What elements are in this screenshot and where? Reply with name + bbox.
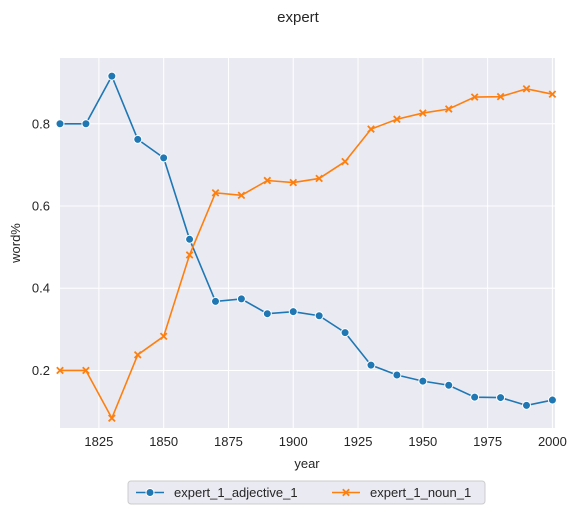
x-axis-label: year [294, 456, 320, 471]
data-point [470, 93, 479, 101]
data-point [159, 153, 169, 163]
data-point [289, 178, 298, 187]
x-tick-labels: 1825 1850 1875 1900 1925 1950 1975 2000 [84, 434, 566, 449]
data-point [133, 134, 143, 144]
data-point [263, 176, 272, 185]
data-point [159, 332, 168, 341]
data-point [496, 393, 506, 403]
data-point [236, 294, 246, 304]
data-point [418, 109, 427, 117]
series-expert_1_adjective_1 [55, 71, 557, 410]
data-point [418, 376, 428, 386]
data-point [367, 125, 375, 133]
legend-label: expert_1_adjective_1 [174, 485, 298, 500]
x-tick-label: 1875 [214, 434, 243, 449]
x-tick-label: 1925 [344, 434, 373, 449]
y-tick-labels: 0.2 0.4 0.6 0.8 [32, 116, 50, 378]
y-tick-label: 0.4 [32, 281, 50, 296]
data-point [470, 392, 480, 402]
series-line [60, 88, 553, 420]
legend-box [127, 480, 486, 505]
data-point [366, 360, 376, 370]
data-point [522, 84, 531, 93]
data-point [262, 309, 272, 319]
grid [60, 58, 555, 428]
legend-marker [145, 488, 155, 497]
legend: expert_1_adjective_1 expert_1_noun_1 [127, 480, 486, 505]
y-tick-label: 0.8 [32, 116, 50, 131]
x-tick-label: 1850 [149, 434, 178, 449]
data-point [237, 191, 246, 200]
data-point [547, 395, 557, 405]
legend-item: expert_1_adjective_1 [136, 485, 298, 500]
data-point [314, 311, 324, 321]
y-tick-label: 0.2 [32, 363, 50, 378]
legend-marker [342, 488, 350, 497]
data-point [392, 370, 402, 380]
data-point [444, 105, 453, 113]
data-point [341, 157, 349, 166]
data-point [185, 234, 195, 244]
data-point [56, 366, 64, 375]
data-point [444, 380, 454, 390]
data-point [210, 296, 220, 306]
data-point [107, 71, 117, 81]
data-point [521, 400, 531, 410]
x-tick-label: 1900 [279, 434, 308, 449]
series-line [60, 74, 553, 407]
data-point [107, 414, 116, 422]
plot-area [60, 58, 555, 428]
legend-label: expert_1_noun_1 [370, 485, 471, 500]
data-point [185, 251, 194, 259]
series-expert_1_noun_1 [56, 84, 557, 422]
data-point [55, 119, 65, 129]
data-point [211, 189, 220, 197]
data-point [340, 328, 350, 338]
series-layer [55, 71, 557, 422]
x-tick-label: 1950 [408, 434, 437, 449]
data-point [81, 119, 91, 129]
data-point [82, 366, 90, 375]
y-axis-label: word% [8, 223, 23, 264]
data-point [315, 174, 323, 183]
legend-item: expert_1_noun_1 [332, 485, 471, 500]
x-tick-label: 1975 [473, 434, 502, 449]
data-point [548, 90, 557, 99]
y-tick-label: 0.6 [32, 199, 50, 214]
data-point [393, 115, 401, 124]
x-tick-label: 1825 [84, 434, 113, 449]
data-point [288, 307, 298, 317]
data-point [496, 92, 505, 101]
x-tick-label: 2000 [538, 434, 567, 449]
chart-title: expert [277, 9, 320, 26]
data-point [133, 350, 142, 359]
